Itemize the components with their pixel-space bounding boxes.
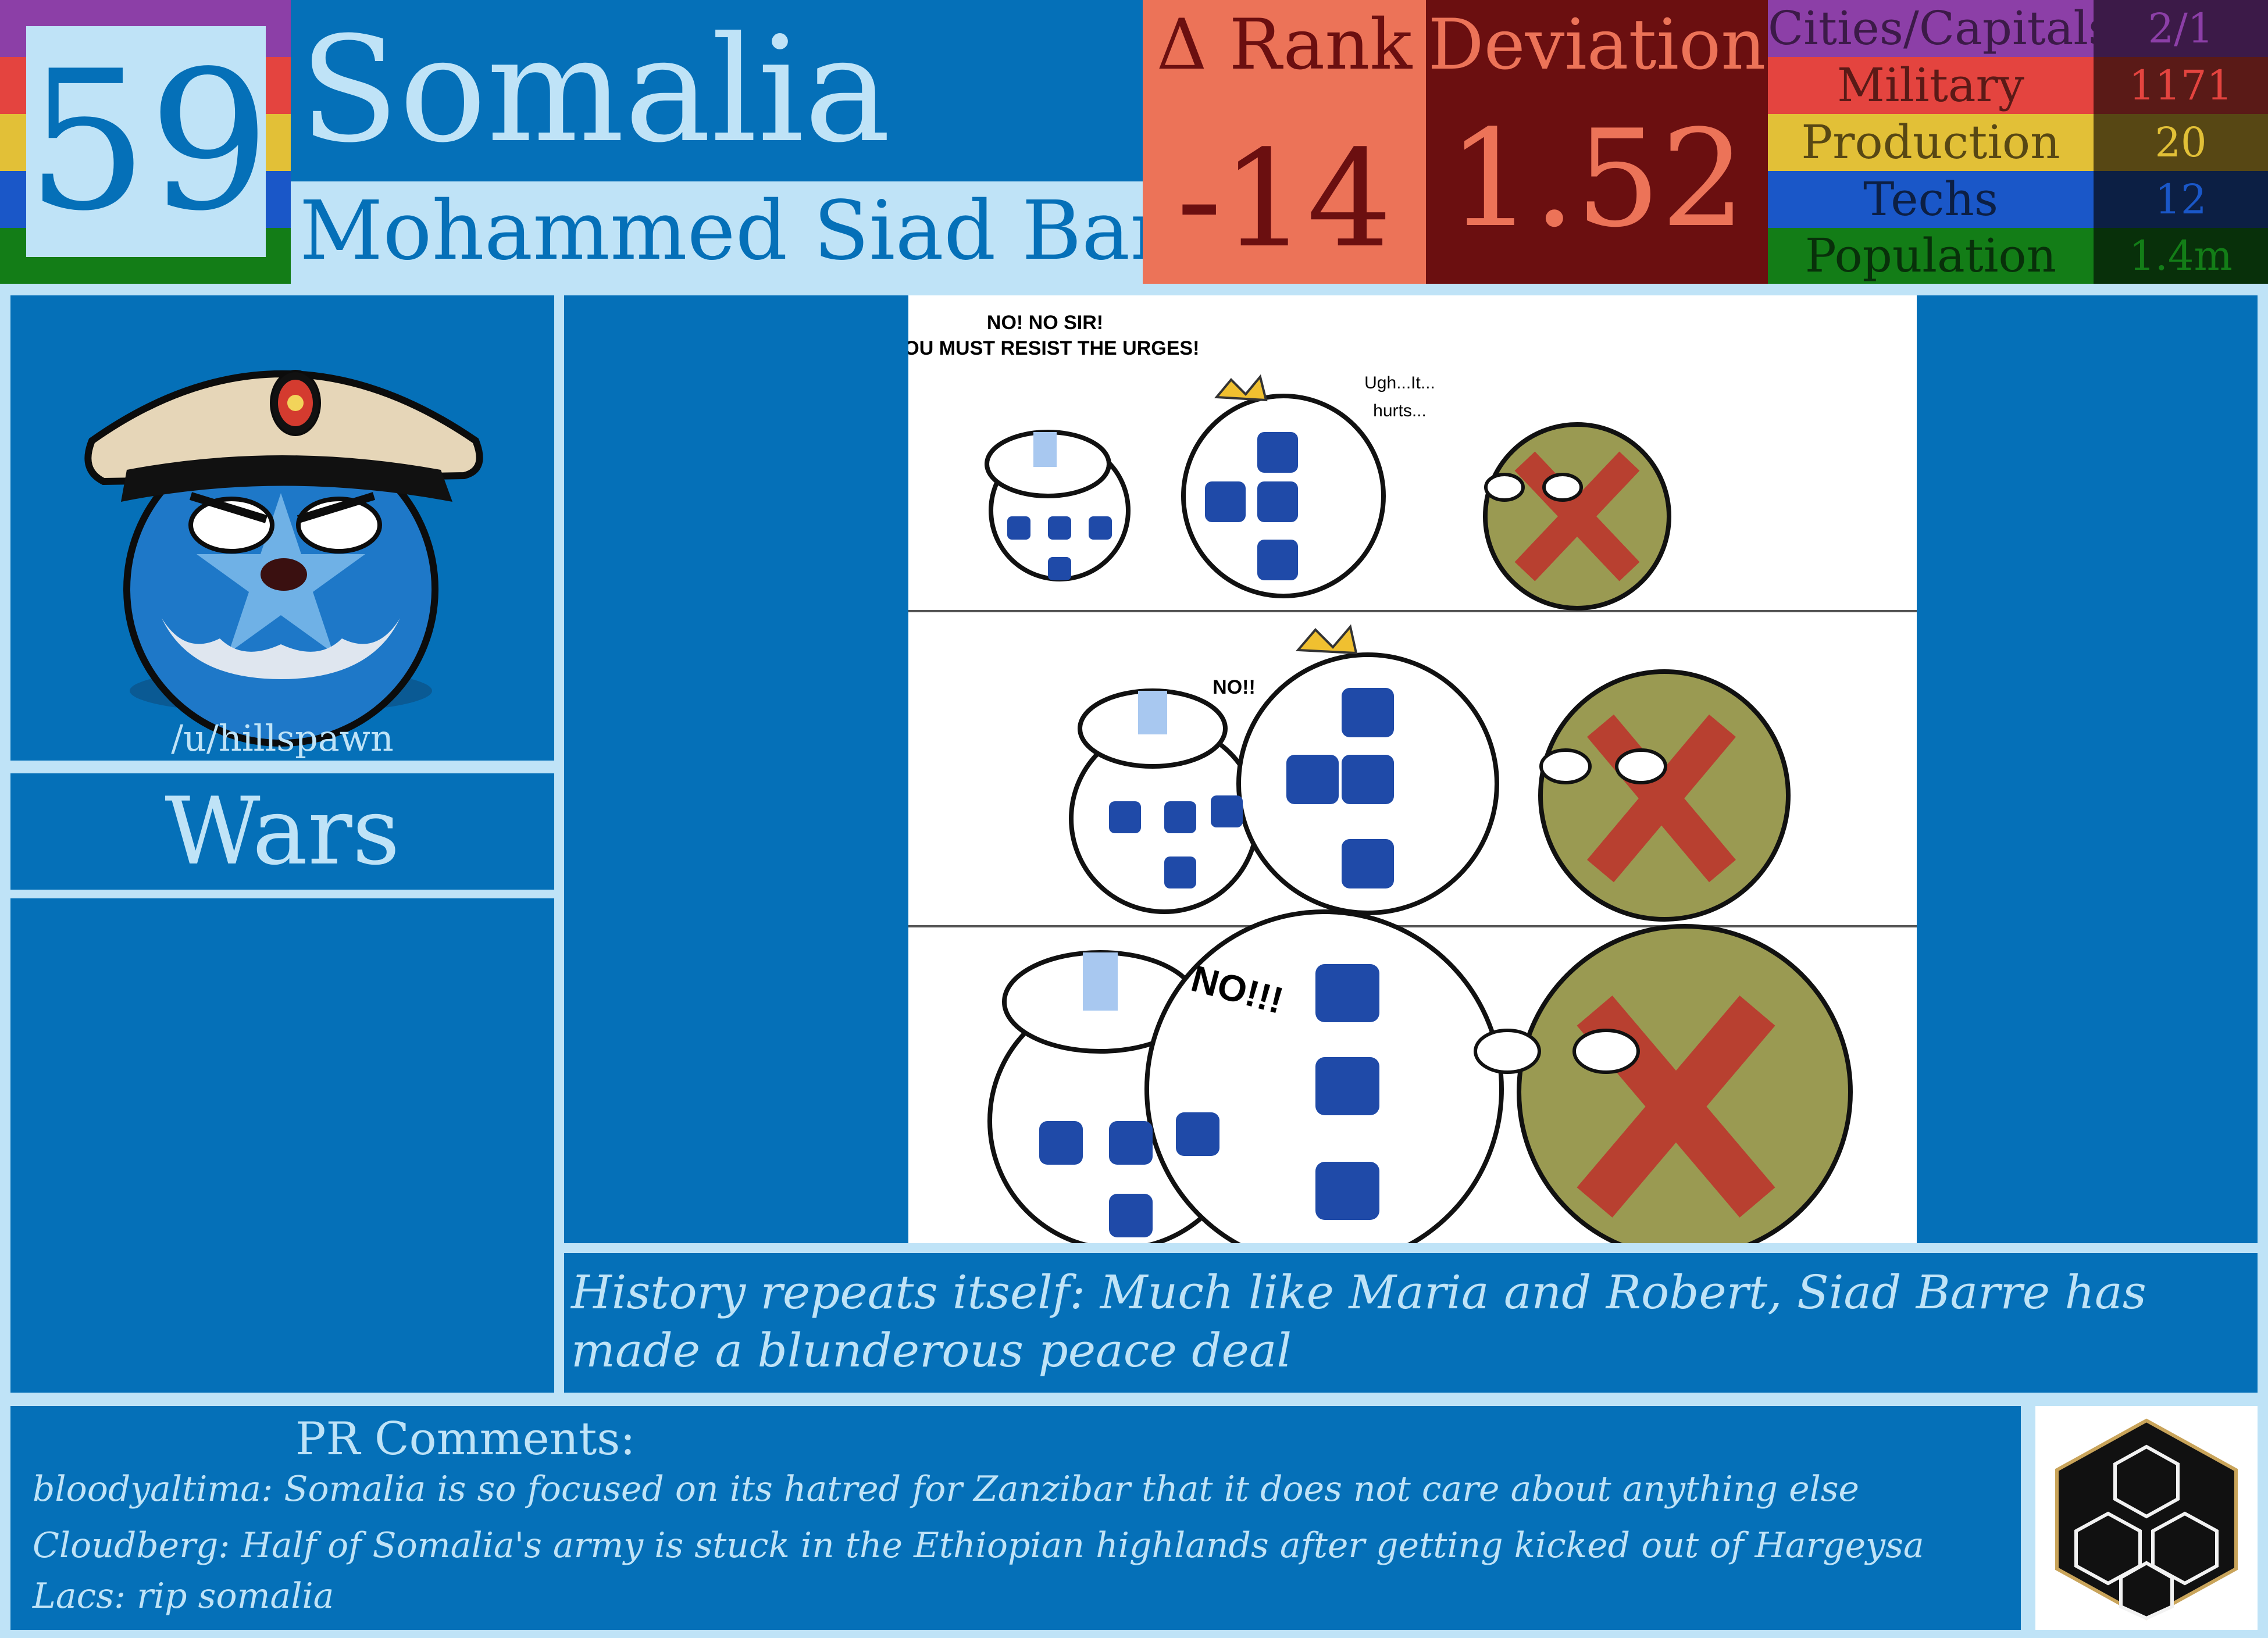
hexagon-cube-logo-icon [2055, 1418, 2238, 1621]
delta-rank-box: Δ Rank -14 [1143, 0, 1426, 284]
stat-label: Military [1768, 57, 2094, 114]
comic-panel: NO! NO SIR! YOU MUST RESIST THE URGES! U… [564, 295, 2258, 1243]
stat-row-production: Production 20 [1768, 114, 2268, 171]
country-name-bar [291, 0, 1143, 181]
country-name: Somalia [299, 5, 891, 174]
wars-title: Wars [165, 777, 400, 886]
stat-label: Population [1768, 228, 2094, 284]
wars-list-panel [10, 898, 554, 1393]
pr-comment: bloodyaltima: Somalia is so focused on i… [33, 1469, 1860, 1509]
stat-label: Techs [1768, 171, 2094, 228]
wars-header-panel: Wars [10, 773, 554, 890]
deviation-box: Deviation 1.52 [1426, 0, 1768, 284]
stat-label: Cities/Capitals [1768, 0, 2112, 57]
stat-row-military: Military 1171 [1768, 57, 2268, 114]
comic-text-1d: hurts... [1373, 401, 1427, 420]
stat-value: 12 [2094, 171, 2268, 228]
delta-rank-value: -14 [1176, 122, 1392, 277]
caption-text: History repeats itself: Much like Maria … [571, 1265, 2146, 1378]
pr-comment: Cloudberg: Half of Somalia's army is stu… [33, 1525, 1924, 1566]
pr-comments-panel: PR Comments: bloodyaltima: Somalia is so… [10, 1406, 2021, 1630]
profile-panel: /u/hillspawn [10, 295, 554, 761]
leader-name: Mohammed Siad Barre [299, 184, 1257, 279]
artist-credit: /u/hillspawn [171, 717, 394, 759]
delta-rank-label: Δ Rank [1156, 5, 1413, 85]
somalia-countryball-avatar-icon [84, 370, 483, 747]
comic-text-2: NO!! [1213, 676, 1256, 698]
comic-text-1a: NO! NO SIR! [987, 312, 1103, 334]
comic-text-1b: YOU MUST RESIST THE URGES! [908, 337, 1199, 359]
deviation-label: Deviation [1428, 5, 1766, 85]
deviation-value: 1.52 [1447, 102, 1746, 257]
stat-row-population: Population 1.4m [1768, 228, 2268, 284]
pr-comment: Lacs: rip somalia [33, 1576, 334, 1616]
caption-panel: History repeats itself: Much like Maria … [564, 1253, 2258, 1393]
comic-image: NO! NO SIR! YOU MUST RESIST THE URGES! U… [908, 295, 1917, 1243]
countryball-comic-icon: NO! NO SIR! YOU MUST RESIST THE URGES! U… [908, 312, 1917, 1243]
pr-comments-title: PR Comments: [295, 1413, 636, 1465]
logo-panel [2035, 1406, 2258, 1630]
stat-value: 1.4m [2094, 228, 2268, 284]
stat-label: Production [1768, 114, 2094, 171]
stat-value: 1171 [2094, 57, 2268, 114]
leader-bar [291, 181, 1143, 284]
stat-row-techs: Techs 12 [1768, 171, 2268, 228]
stat-value: 20 [2094, 114, 2268, 171]
rank-number: 59 [26, 26, 270, 257]
stat-value: 2/1 [2094, 0, 2268, 57]
comic-text-1c: Ugh...It... [1364, 373, 1435, 392]
stat-row-cities-capitals: Cities/Capitals 2/1 [1768, 0, 2268, 57]
